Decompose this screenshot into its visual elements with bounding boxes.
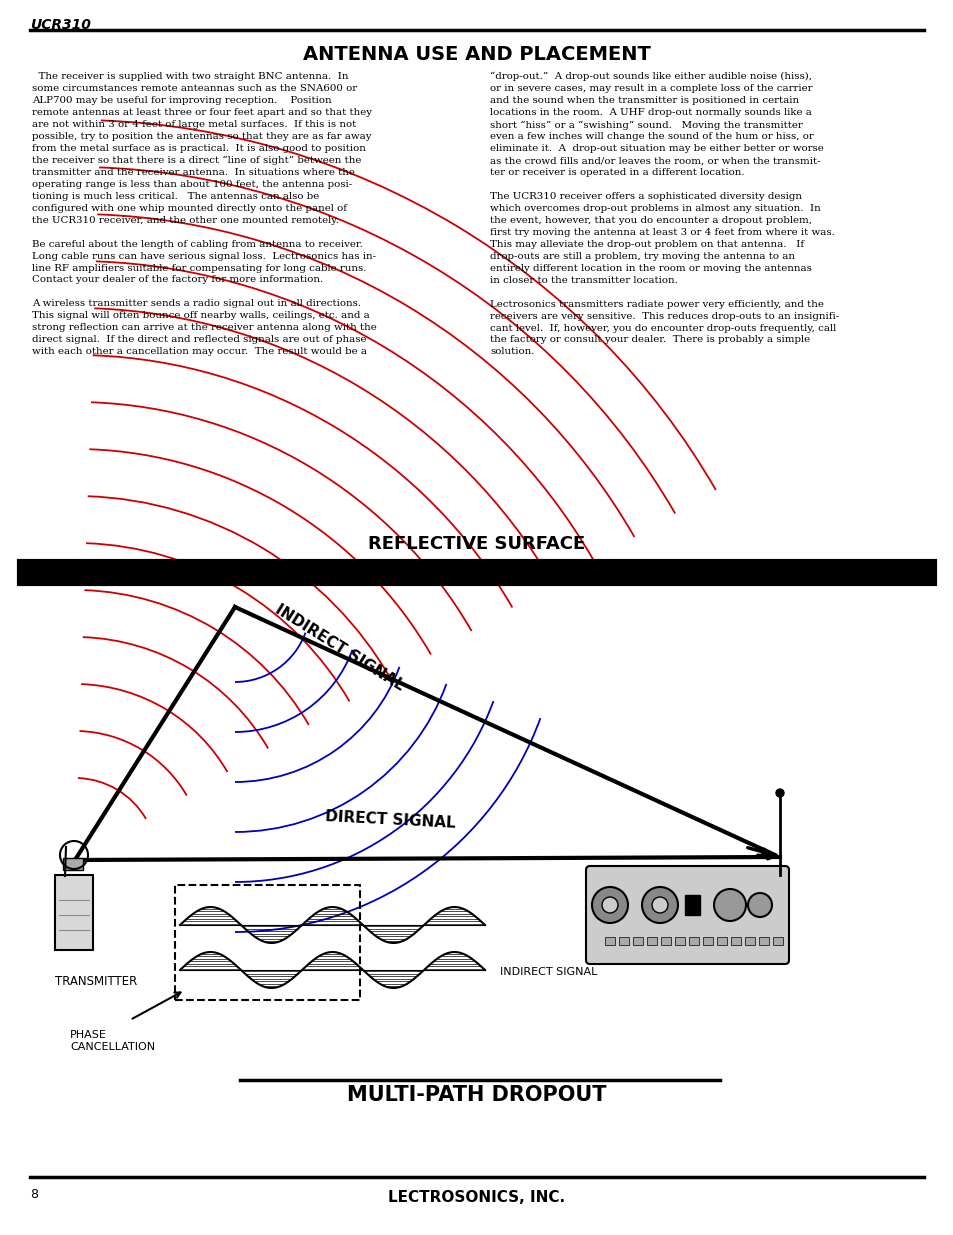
Text: ANTENNA USE AND PLACEMENT: ANTENNA USE AND PLACEMENT (303, 46, 650, 64)
Bar (55, 876, 92, 950)
Bar (633, 937, 642, 945)
Text: UCR310: UCR310 (30, 19, 91, 32)
Bar (717, 937, 726, 945)
Circle shape (747, 893, 771, 918)
Text: INDIRECT SIGNAL: INDIRECT SIGNAL (273, 603, 407, 694)
Bar (604, 937, 615, 945)
Bar (688, 937, 699, 945)
Circle shape (641, 887, 678, 923)
Bar (618, 937, 628, 945)
Text: The receiver is supplied with two straight BNC antenna.  In
some circumstances r: The receiver is supplied with two straig… (32, 72, 376, 356)
Bar (772, 937, 782, 945)
Bar (684, 895, 700, 915)
Bar (675, 937, 684, 945)
Bar (63, 858, 83, 869)
Text: LECTROSONICS, INC.: LECTROSONICS, INC. (388, 1189, 565, 1204)
Bar (18, 559, 935, 585)
Bar (18, 559, 935, 585)
Circle shape (775, 789, 783, 797)
Circle shape (601, 897, 618, 913)
Bar (660, 937, 670, 945)
Text: MULTI-PATH DROPOUT: MULTI-PATH DROPOUT (347, 1086, 606, 1105)
Bar (646, 937, 657, 945)
Text: INDIRECT SIGNAL: INDIRECT SIGNAL (499, 967, 597, 977)
Circle shape (713, 889, 745, 921)
FancyBboxPatch shape (585, 866, 788, 965)
Text: “drop-out.”  A drop-out sounds like either audible noise (hiss),
or in severe ca: “drop-out.” A drop-out sounds like eithe… (490, 72, 839, 357)
Bar (759, 937, 768, 945)
Circle shape (651, 897, 667, 913)
Bar (744, 937, 754, 945)
Bar (174, 885, 359, 1000)
Bar (702, 937, 712, 945)
Text: PHASE
CANCELLATION: PHASE CANCELLATION (70, 1030, 155, 1052)
Circle shape (592, 887, 627, 923)
Bar (730, 937, 740, 945)
Text: 8: 8 (30, 1188, 38, 1202)
Text: DIRECT SIGNAL: DIRECT SIGNAL (324, 809, 456, 831)
Text: REFLECTIVE SURFACE: REFLECTIVE SURFACE (368, 535, 585, 553)
Text: TRANSMITTER: TRANSMITTER (55, 974, 137, 988)
